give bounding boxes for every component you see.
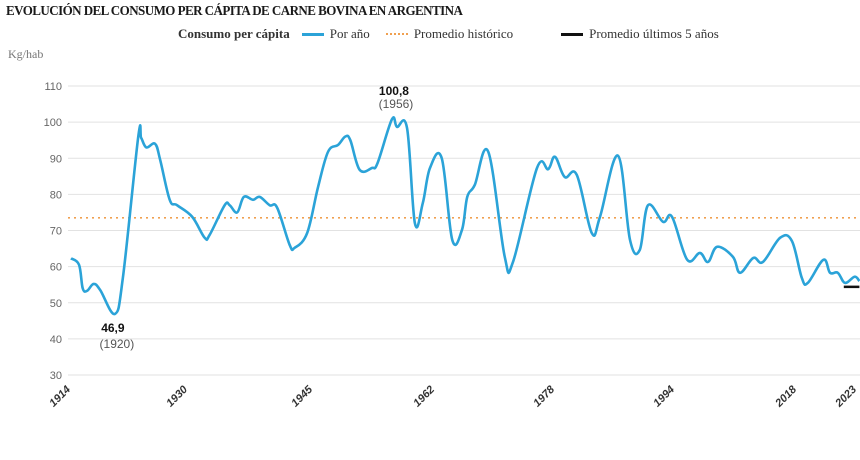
x-tick-label: 1962 — [411, 384, 437, 410]
annotation-max-year: (1956) — [379, 97, 414, 111]
y-tick-label: 30 — [50, 370, 62, 382]
legend: Consumo per cápita Por año Promedio hist… — [178, 26, 735, 42]
y-axis-label: Kg/hab — [8, 47, 43, 61]
x-tick-label: 2023 — [833, 384, 860, 411]
x-tick-label: 1978 — [531, 383, 557, 409]
x-tick-label: 1930 — [164, 383, 190, 409]
legend-title: Consumo per cápita — [178, 26, 290, 41]
annotation-min-year: (1920) — [100, 337, 135, 351]
y-tick-label: 70 — [50, 226, 62, 238]
legend-item-historic: Promedio histórico — [385, 26, 513, 42]
y-tick-label: 110 — [44, 81, 62, 93]
y-tick-label: 60 — [50, 262, 62, 274]
chart-title: EVOLUCIÓN DEL CONSUMO PER CÁPITA DE CARN… — [6, 4, 463, 19]
legend-item-per-year: Por año — [301, 26, 370, 42]
x-tick-label: 1945 — [289, 383, 315, 409]
legend-item-last5: Promedio últimos 5 años — [561, 26, 719, 42]
annotation-min-value: 46,9 — [101, 321, 125, 335]
legend-swatch-orange — [385, 33, 408, 35]
y-tick-label: 50 — [50, 298, 62, 310]
legend-swatch-blue — [301, 32, 324, 36]
per-year-line — [70, 116, 860, 316]
y-tick-label: 100 — [44, 117, 62, 129]
y-tick-label: 40 — [50, 334, 62, 346]
legend-swatch-black — [561, 32, 584, 36]
x-tick-label: 2018 — [773, 383, 800, 410]
x-tick-label: 1994 — [651, 384, 677, 410]
annotation-max-value: 100,8 — [379, 84, 409, 98]
y-tick-label: 90 — [50, 153, 62, 165]
y-tick-label: 80 — [50, 189, 62, 201]
x-tick-label: 1914 — [47, 384, 73, 410]
